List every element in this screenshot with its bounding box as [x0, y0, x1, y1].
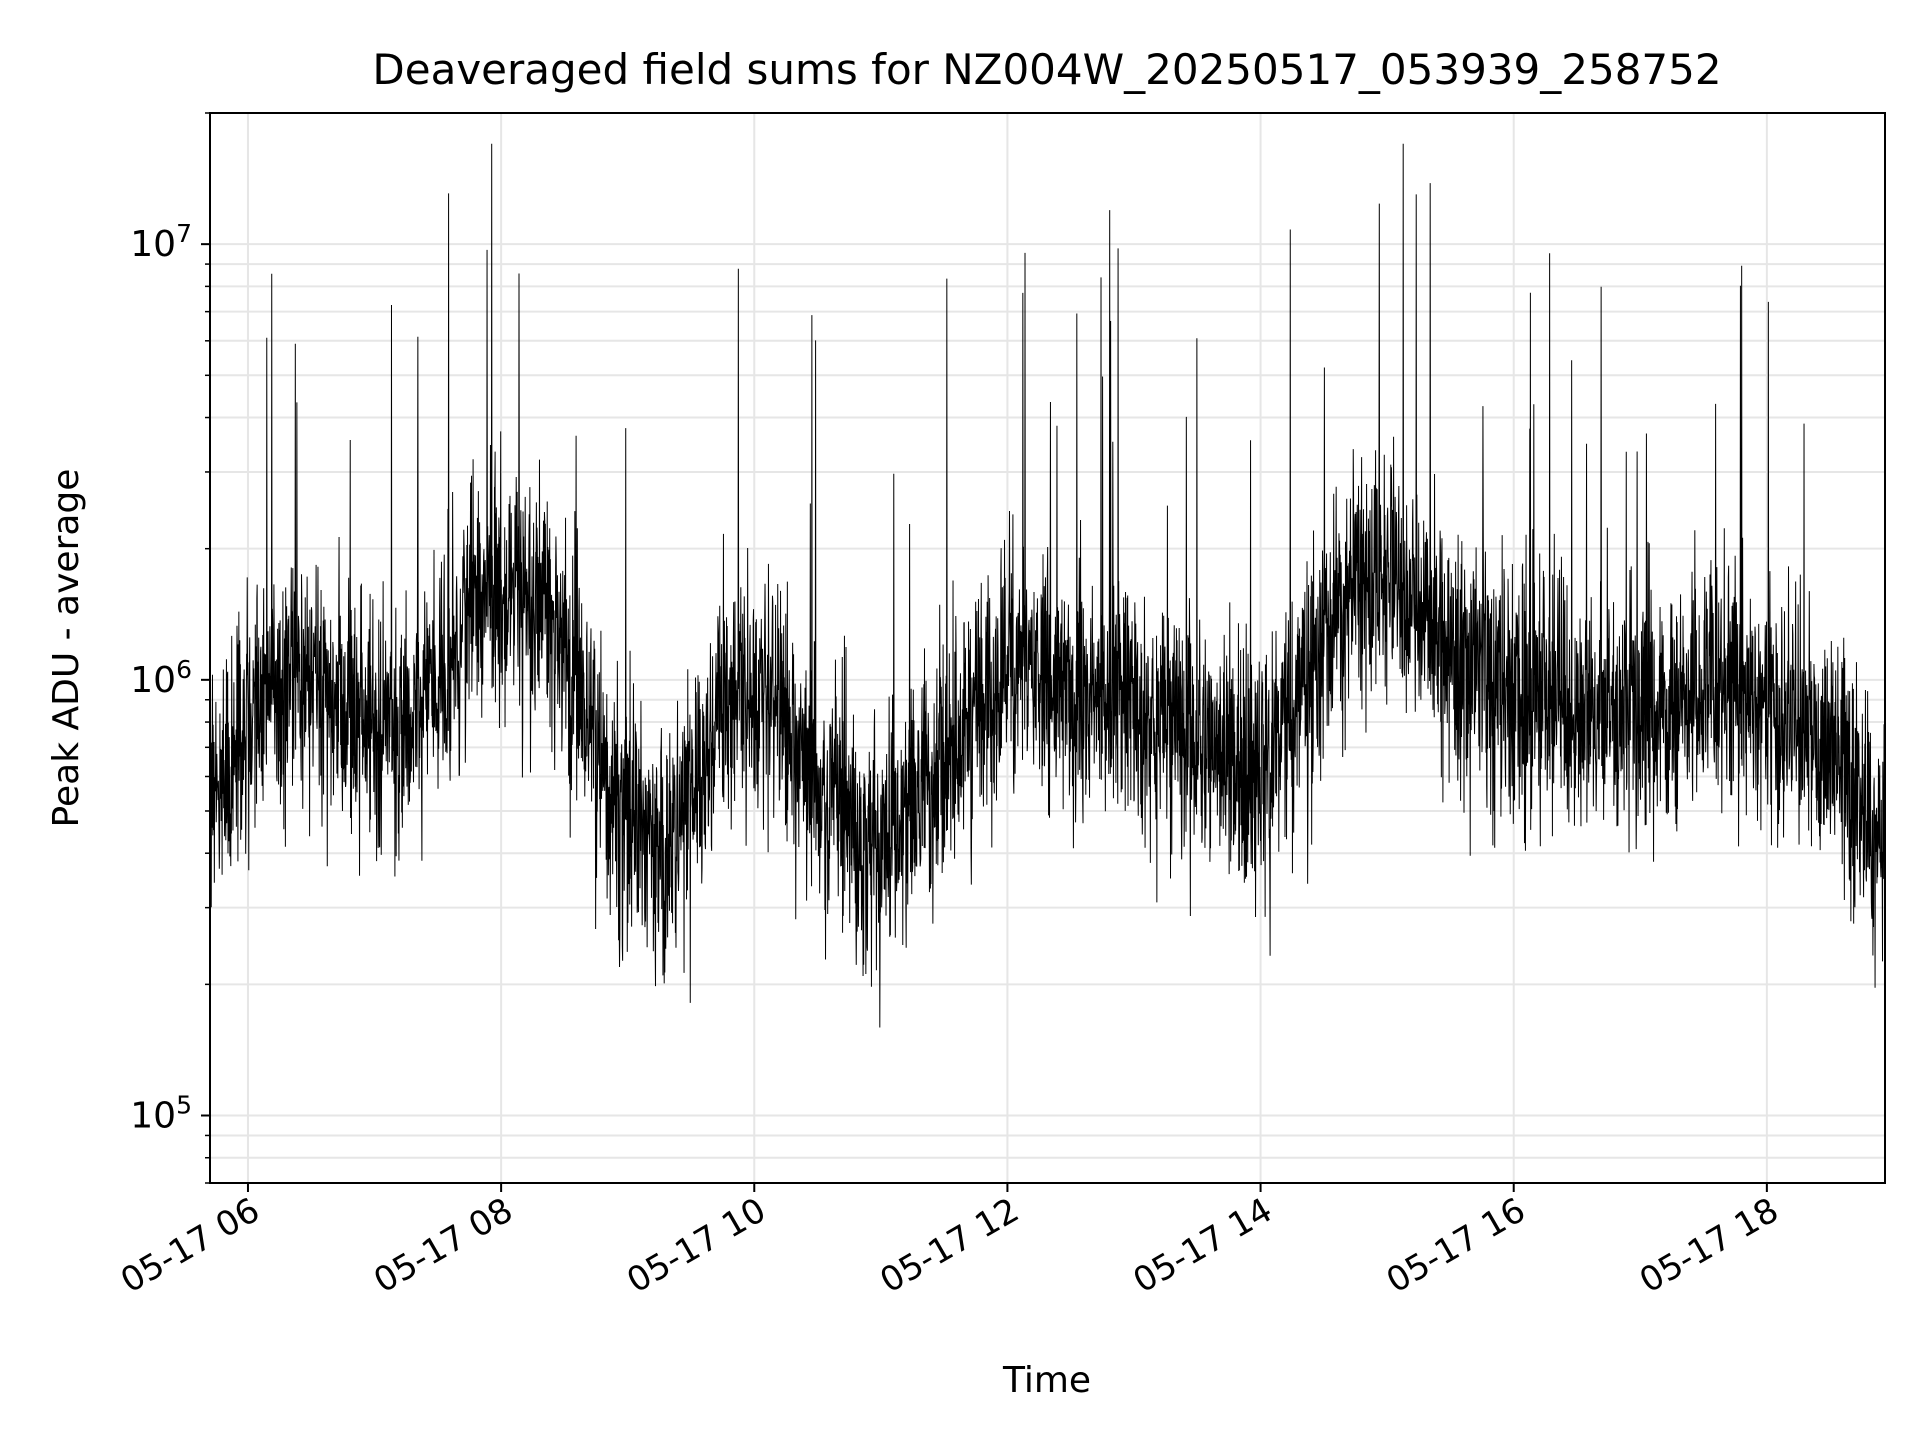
y-tick-label: 106 [130, 655, 192, 701]
y-tick-exponent: 7 [176, 219, 192, 248]
y-tick-label: 105 [130, 1091, 192, 1137]
series-line [209, 143, 1886, 1028]
series-layer [209, 143, 1886, 1028]
y-tick-base: 10 [130, 660, 176, 701]
y-tick-base: 10 [130, 224, 176, 265]
x-axis-label: Time [1002, 1360, 1091, 1401]
y-tick-exponent: 5 [176, 1091, 192, 1120]
plot-frame [209, 112, 1886, 1184]
y-tick-base: 10 [130, 1096, 176, 1137]
y-tick-exponent: 6 [176, 655, 192, 684]
y-axis-label: Peak ADU - average [46, 469, 87, 828]
y-tick-label: 107 [130, 219, 192, 265]
chart-title: Deaveraged field sums for NZ004W_2025051… [372, 45, 1721, 94]
